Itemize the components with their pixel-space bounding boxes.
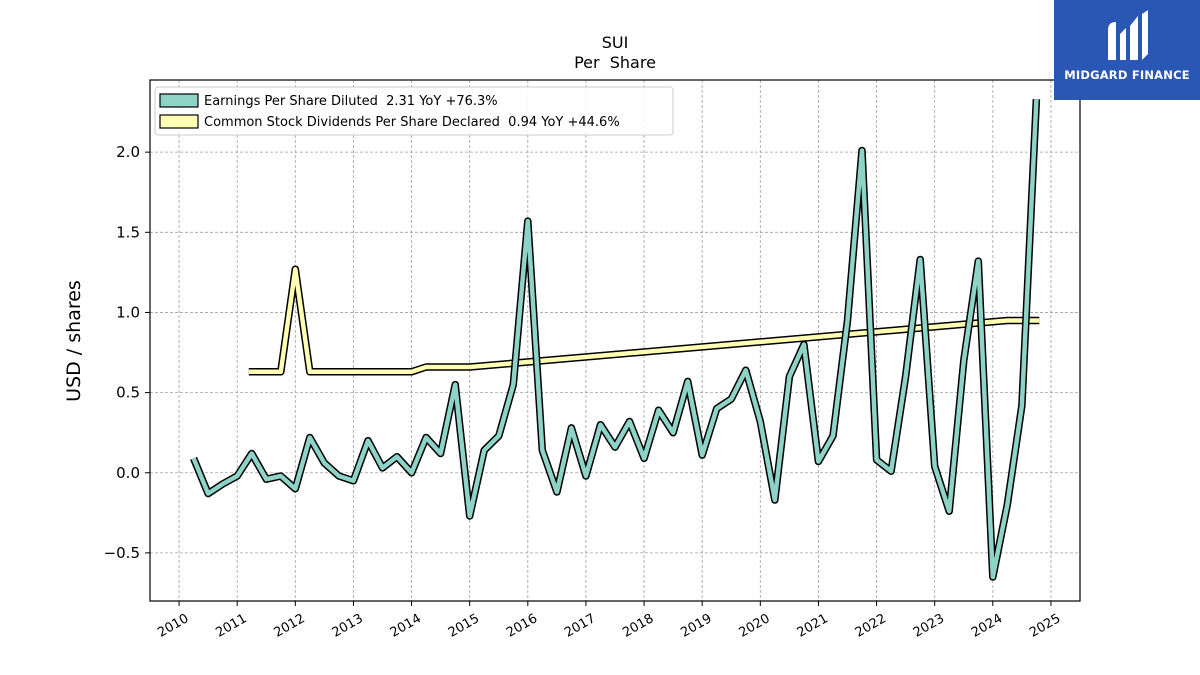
legend-swatch-eps (159, 93, 199, 108)
y-tick-label: −0.5 (104, 544, 140, 562)
x-tick-label: 2018 (620, 611, 656, 641)
series-layer (190, 99, 1041, 581)
plot-frame (149, 79, 1081, 602)
y-tick-label: 0.5 (116, 384, 140, 402)
x-tick-label: 2016 (504, 611, 540, 641)
x-tick-label: 2012 (271, 611, 307, 641)
x-tick-label: 2013 (330, 611, 366, 641)
x-tick-label: 2019 (678, 611, 714, 641)
series-line-eps (191, 99, 1039, 580)
axis-ticks: 2010 2011 2012 2013 2014 2015 2016 2017 2018 2019… (104, 143, 1064, 641)
y-tick-label: 0.0 (116, 464, 140, 482)
legend-label-eps: Earnings Per Share Diluted 2.31 YoY +76.… (204, 94, 498, 109)
x-tick-label: 2025 (1027, 611, 1063, 641)
y-tick-label: 1.5 (116, 223, 140, 241)
chart-subtitle: Per Share (574, 53, 656, 72)
chart-title: SUI (602, 33, 629, 52)
y-tick-label: 1.0 (116, 303, 140, 321)
legend-frame (154, 86, 674, 136)
series-line-dividends (248, 266, 1040, 375)
brand-logo: MIDGARD FINANCE (1054, 0, 1200, 100)
x-tick-label: 2011 (213, 611, 249, 641)
y-tick-label: 2.0 (116, 143, 140, 161)
grid (150, 80, 1080, 601)
logo-text: MIDGARD FINANCE (1064, 68, 1190, 82)
x-tick-label: 2022 (853, 611, 889, 641)
x-tick-label: 2020 (736, 611, 772, 641)
y-axis-label: USD / shares (63, 280, 85, 402)
x-tick-label: 2010 (155, 611, 191, 641)
x-tick-label: 2023 (911, 611, 947, 641)
logo-mark-icon (1108, 10, 1148, 60)
x-tick-label: 2024 (969, 611, 1005, 641)
x-tick-label: 2021 (795, 611, 831, 641)
legend-label-dividends: Common Stock Dividends Per Share Declare… (204, 115, 620, 130)
x-tick-label: 2017 (562, 611, 598, 641)
legend: Earnings Per Share Diluted 2.31 YoY +76.… (154, 86, 674, 136)
x-tick-label: 2014 (388, 611, 424, 641)
x-tick-label: 2015 (446, 611, 482, 641)
legend-swatch-dividends (159, 114, 199, 129)
